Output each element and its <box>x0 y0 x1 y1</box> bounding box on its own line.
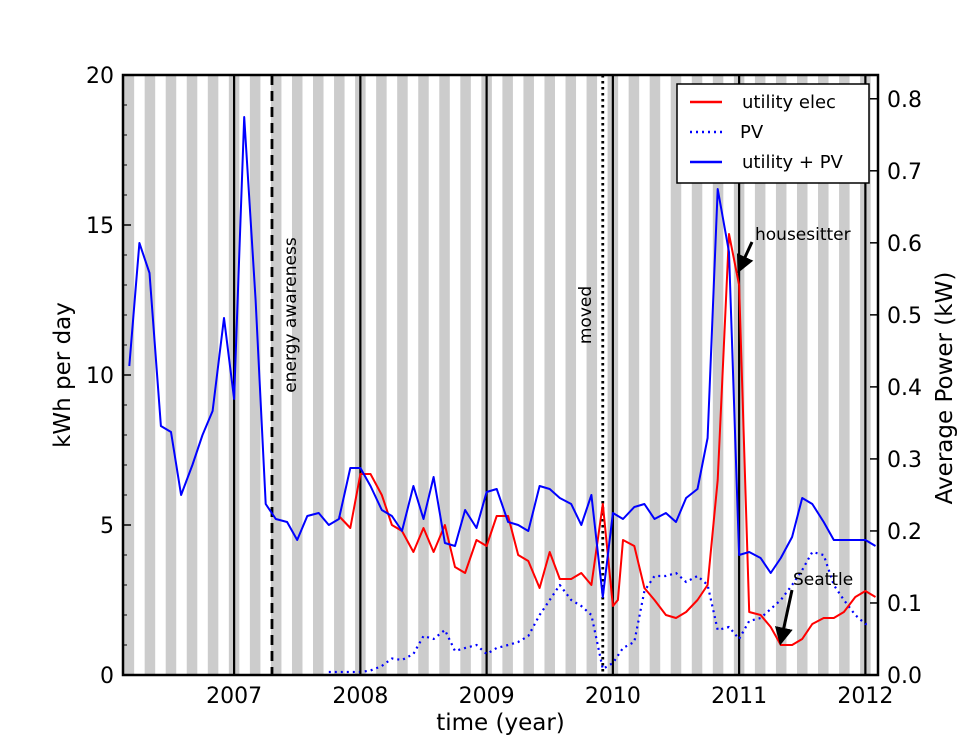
month-band <box>397 75 408 675</box>
month-band <box>670 75 682 675</box>
y2-tick-label: 0.7 <box>887 160 922 185</box>
y-axis-label: kWh per day <box>50 302 76 448</box>
month-band <box>754 75 766 675</box>
x-tick-label: 2009 <box>459 684 515 709</box>
month-band <box>249 75 261 675</box>
month-band <box>418 75 429 675</box>
month-band <box>207 75 219 675</box>
y-tick-label: 15 <box>86 214 114 239</box>
y2-tick-label: 0.1 <box>887 592 922 617</box>
annotations: housesitter Seattle <box>736 225 853 646</box>
y-tick-label: 0 <box>100 664 114 689</box>
legend-label: utility elec <box>742 92 836 113</box>
annotation-housesitter: housesitter <box>755 225 851 245</box>
month-band <box>270 75 282 675</box>
month-band <box>796 75 808 675</box>
month-band <box>586 75 598 675</box>
y2-tick-label: 0.8 <box>887 88 922 113</box>
month-band <box>839 75 850 675</box>
legend-box <box>676 83 870 184</box>
y2-axis-label: Average Power (kW) <box>932 272 958 505</box>
y2-tick-label: 0.0 <box>887 664 922 689</box>
month-band <box>649 75 661 675</box>
month-band <box>818 75 829 675</box>
y-tick-label: 10 <box>86 364 114 389</box>
y2-tick-label: 0.5 <box>887 304 922 329</box>
month-band <box>376 75 387 675</box>
month-band <box>460 75 471 675</box>
month-band <box>186 75 198 675</box>
x-tick-label: 2011 <box>711 684 767 709</box>
event-lines: energy awareness moved <box>270 75 605 675</box>
x-tick-label: 2012 <box>837 684 893 709</box>
y2-tick-label: 0.6 <box>887 232 922 257</box>
month-band <box>334 75 345 675</box>
month-band <box>439 75 450 675</box>
y-tick-label: 5 <box>100 514 114 539</box>
axis-ticks: 2007 2008 2009 2010 2011 2012 0 5 10 15 20 0.0 0.1 0.… <box>86 64 922 709</box>
month-band <box>313 75 324 675</box>
series-line-utility-pv <box>128 116 877 598</box>
month-band <box>544 75 555 675</box>
y2-tick-label: 0.2 <box>887 520 922 545</box>
annotation-seattle: Seattle <box>793 570 853 590</box>
month-band <box>291 75 303 675</box>
y2-tick-label: 0.3 <box>887 448 922 473</box>
month-band <box>165 75 177 675</box>
x-tick-label: 2008 <box>332 684 388 709</box>
legend-label: utility + PV <box>742 152 844 173</box>
legend: utility elec PV utility + PV <box>676 83 870 184</box>
x-tick-label: 2007 <box>206 684 262 709</box>
month-band <box>502 75 513 675</box>
month-band <box>712 75 724 675</box>
x-tick-label: 2010 <box>585 684 641 709</box>
month-band <box>775 75 787 675</box>
event-label-moved: moved <box>576 286 596 344</box>
legend-label: PV <box>740 122 764 143</box>
month-band <box>691 75 703 675</box>
month-band <box>144 75 156 675</box>
y2-tick-label: 0.4 <box>887 376 922 401</box>
month-band <box>565 75 577 675</box>
annotation-arrow <box>775 589 794 646</box>
month-band <box>628 75 640 675</box>
x-axis-label: time (year) <box>436 710 565 736</box>
series-line-pv <box>328 550 871 674</box>
y-tick-label: 20 <box>86 64 114 89</box>
event-label-energy-awareness: energy awareness <box>281 237 301 393</box>
month-band <box>523 75 534 675</box>
annotation-arrow <box>736 241 754 274</box>
